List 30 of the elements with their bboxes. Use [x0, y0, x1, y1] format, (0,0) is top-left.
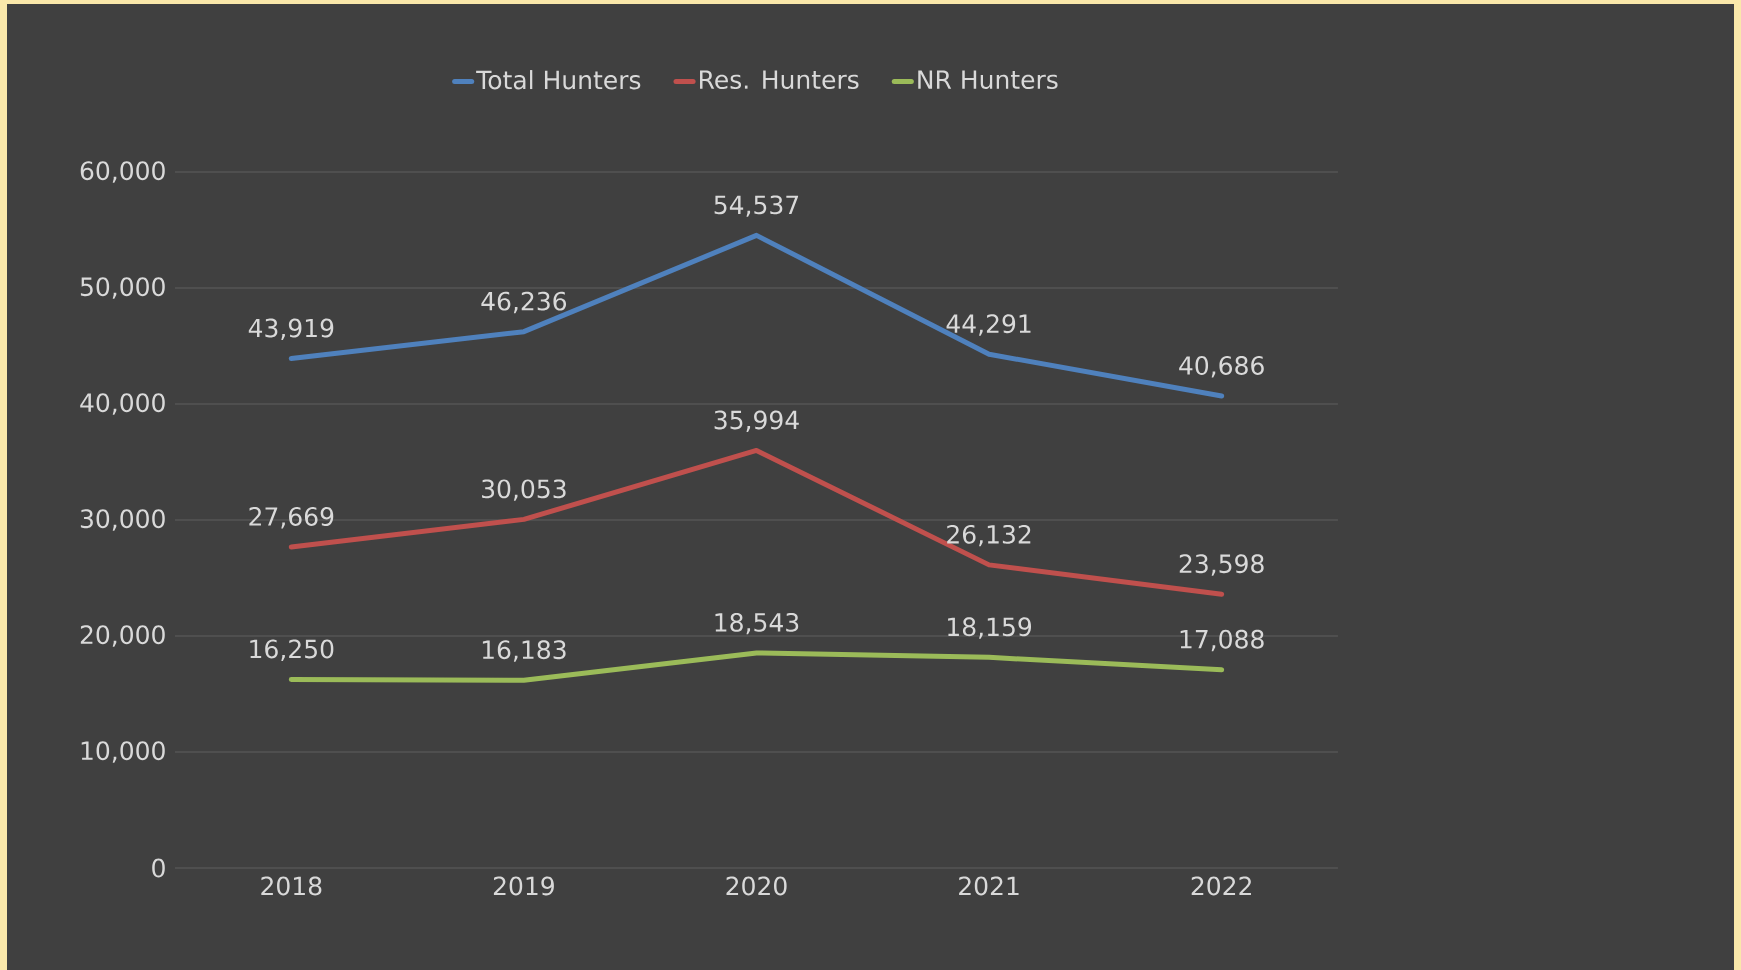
- x-tick-label: 2021: [959, 876, 1019, 896]
- data-label: 43,919: [248, 318, 334, 340]
- y-tick-label: 10,000: [81, 741, 165, 763]
- x-tick-label: 2020: [726, 876, 787, 896]
- y-tick-label: 30,000: [80, 509, 165, 531]
- data-label: 16,183: [482, 640, 566, 662]
- data-label: 23,598: [1179, 554, 1264, 576]
- legend-label: NR Hunters: [918, 70, 1058, 90]
- data-label: 40,686: [1179, 356, 1264, 378]
- x-tick-label: 2019: [493, 876, 554, 896]
- data-label: 27,669: [249, 507, 334, 529]
- data-label: 44,291: [946, 314, 1031, 336]
- data-label: 30,053: [482, 479, 566, 501]
- x-tick-label: 2018: [261, 876, 322, 896]
- legend-label: Total Hunters: [476, 70, 641, 90]
- data-label: 18,543: [715, 612, 799, 635]
- y-tick-label: 0: [152, 858, 165, 878]
- y-tick-label: 50,000: [80, 277, 165, 299]
- legend-label: Res. Hunters: [700, 70, 859, 90]
- data-label: 18,159: [948, 617, 1032, 639]
- y-tick-label: 60,000: [80, 161, 165, 183]
- y-tick-label: 20,000: [80, 625, 165, 647]
- data-label: 16,250: [250, 639, 334, 661]
- x-tick-label: 2022: [1191, 876, 1251, 896]
- data-label: 17,088: [1180, 629, 1264, 652]
- data-label: 35,994: [714, 410, 799, 432]
- y-tick-label: 40,000: [80, 393, 165, 415]
- data-label: 26,132: [947, 524, 1031, 547]
- data-label: 46,236: [481, 291, 567, 314]
- data-label: 54,537: [714, 195, 799, 217]
